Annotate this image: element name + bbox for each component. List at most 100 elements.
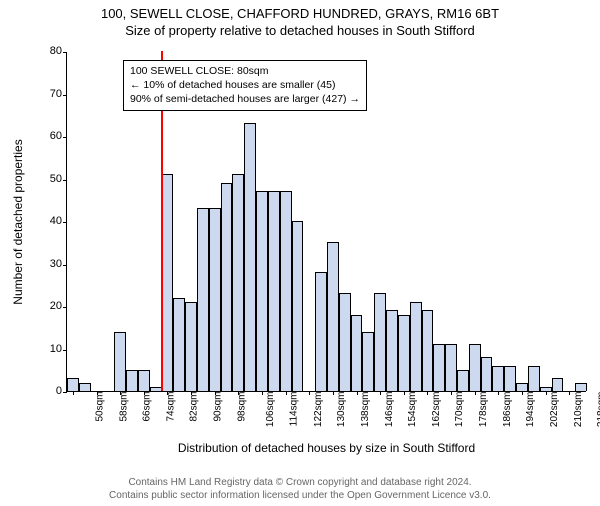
- x-tick-mark: [238, 391, 239, 395]
- histogram-bar: [433, 344, 445, 391]
- x-tick-mark: [97, 391, 98, 395]
- y-tick-mark: [63, 350, 67, 351]
- y-tick-mark: [63, 180, 67, 181]
- x-tick-label: 130sqm: [336, 392, 347, 428]
- x-tick-mark: [262, 391, 263, 395]
- histogram-bar: [398, 315, 410, 392]
- y-tick-mark: [63, 137, 67, 138]
- x-tick-label: 162sqm: [431, 392, 442, 428]
- y-tick-label: 20: [50, 300, 62, 312]
- x-tick-mark: [144, 391, 145, 395]
- histogram-bar: [410, 302, 422, 391]
- x-tick-label: 218sqm: [596, 392, 600, 428]
- x-tick-mark: [215, 391, 216, 395]
- chart-title-line2: Size of property relative to detached ho…: [0, 23, 600, 38]
- histogram-bar: [492, 366, 504, 392]
- x-tick-label: 74sqm: [165, 392, 176, 422]
- y-tick-label: 0: [56, 385, 62, 397]
- histogram-bar: [552, 378, 564, 391]
- histogram-bar: [445, 344, 457, 391]
- histogram-bar: [268, 191, 280, 391]
- x-tick-mark: [546, 391, 547, 395]
- y-tick-label: 50: [50, 173, 62, 185]
- plot-area: Distribution of detached houses by size …: [66, 52, 586, 392]
- info-box: 100 SEWELL CLOSE: 80sqm← 10% of detached…: [123, 60, 367, 111]
- histogram-bar: [374, 293, 386, 391]
- histogram-bar: [315, 272, 327, 391]
- footer-attribution: Contains HM Land Registry data © Crown c…: [0, 476, 600, 502]
- x-tick-mark: [309, 391, 310, 395]
- info-line3: 90% of semi-detached houses are larger (…: [130, 92, 360, 106]
- x-tick-label: 146sqm: [384, 392, 395, 428]
- x-tick-label: 210sqm: [573, 392, 584, 428]
- y-tick-label: 70: [50, 88, 62, 100]
- histogram-bar: [504, 366, 516, 392]
- x-tick-label: 202sqm: [549, 392, 560, 428]
- x-tick-label: 82sqm: [189, 392, 200, 422]
- histogram-bar: [256, 191, 268, 391]
- x-tick-label: 66sqm: [142, 392, 153, 422]
- x-tick-label: 138sqm: [360, 392, 371, 428]
- histogram-bar: [126, 370, 138, 391]
- histogram-bar: [197, 208, 209, 391]
- histogram-bar: [422, 310, 434, 391]
- histogram-bar: [362, 332, 374, 392]
- y-tick-mark: [63, 95, 67, 96]
- histogram-bar: [575, 383, 587, 392]
- chart-title-line1: 100, SEWELL CLOSE, CHAFFORD HUNDRED, GRA…: [0, 6, 600, 21]
- histogram-bar: [232, 174, 244, 391]
- x-tick-label: 122sqm: [313, 392, 324, 428]
- x-tick-label: 194sqm: [525, 392, 536, 428]
- x-tick-mark: [167, 391, 168, 395]
- info-line1: 100 SEWELL CLOSE: 80sqm: [130, 64, 360, 78]
- x-tick-label: 98sqm: [236, 392, 247, 422]
- histogram-bar: [386, 310, 398, 391]
- x-tick-mark: [475, 391, 476, 395]
- histogram-bar: [280, 191, 292, 391]
- histogram-bar: [67, 378, 79, 391]
- y-tick-label: 60: [50, 130, 62, 142]
- y-tick-label: 10: [50, 343, 62, 355]
- x-tick-label: 154sqm: [407, 392, 418, 428]
- histogram-bar: [221, 183, 233, 391]
- x-tick-label: 90sqm: [213, 392, 224, 422]
- y-tick-mark: [63, 52, 67, 53]
- histogram-bar: [162, 174, 174, 391]
- x-tick-mark: [404, 391, 405, 395]
- y-tick-label: 80: [50, 45, 62, 57]
- footer-line2: Contains public sector information licen…: [0, 489, 600, 502]
- x-tick-mark: [286, 391, 287, 395]
- x-tick-label: 114sqm: [288, 392, 299, 427]
- histogram-bar: [351, 315, 363, 392]
- y-tick-label: 30: [50, 258, 62, 270]
- info-line2: ← 10% of detached houses are smaller (45…: [130, 78, 360, 92]
- histogram-bar: [292, 221, 304, 391]
- x-axis-label: Distribution of detached houses by size …: [178, 441, 475, 455]
- y-tick-mark: [63, 222, 67, 223]
- x-tick-mark: [73, 391, 74, 395]
- histogram-bar: [209, 208, 221, 391]
- histogram-bar: [540, 387, 552, 391]
- histogram-bar: [244, 123, 256, 391]
- histogram-bar: [185, 302, 197, 391]
- histogram-bar: [339, 293, 351, 391]
- chart-container: Number of detached properties Distributi…: [48, 52, 588, 422]
- x-tick-label: 58sqm: [118, 392, 129, 422]
- x-tick-mark: [333, 391, 334, 395]
- x-tick-mark: [451, 391, 452, 395]
- x-tick-mark: [569, 391, 570, 395]
- x-tick-label: 170sqm: [455, 392, 466, 428]
- histogram-bar: [528, 366, 540, 392]
- histogram-bar: [114, 332, 126, 392]
- histogram-bar: [516, 383, 528, 392]
- x-tick-label: 50sqm: [94, 392, 105, 422]
- y-tick-mark: [63, 392, 67, 393]
- y-tick-mark: [63, 265, 67, 266]
- histogram-bar: [327, 242, 339, 391]
- y-axis-label: Number of detached properties: [11, 139, 25, 304]
- y-tick-label: 40: [50, 215, 62, 227]
- x-tick-mark: [522, 391, 523, 395]
- histogram-bar: [173, 298, 185, 392]
- x-tick-mark: [357, 391, 358, 395]
- x-tick-mark: [191, 391, 192, 395]
